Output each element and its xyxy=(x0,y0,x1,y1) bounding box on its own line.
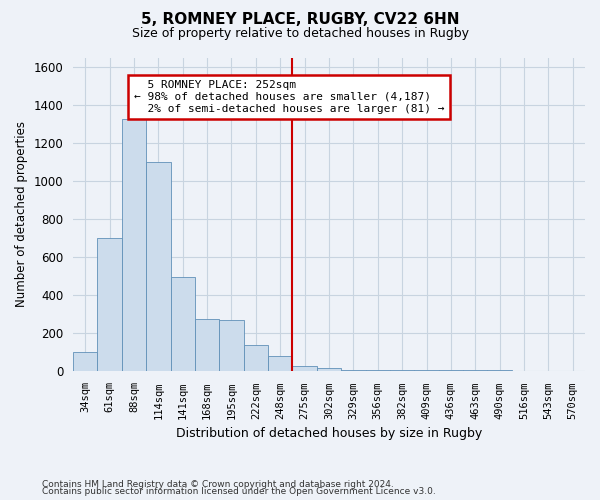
Bar xyxy=(439,370,463,372)
Text: 5, ROMNEY PLACE, RUGBY, CV22 6HN: 5, ROMNEY PLACE, RUGBY, CV22 6HN xyxy=(141,12,459,28)
Bar xyxy=(463,370,487,372)
Bar xyxy=(220,320,244,372)
Y-axis label: Number of detached properties: Number of detached properties xyxy=(15,122,28,308)
Bar xyxy=(97,238,122,372)
Text: 5 ROMNEY PLACE: 252sqm
← 98% of detached houses are smaller (4,187)
  2% of semi: 5 ROMNEY PLACE: 252sqm ← 98% of detached… xyxy=(134,80,445,114)
Bar xyxy=(268,356,292,372)
Bar xyxy=(292,366,317,372)
Bar xyxy=(122,120,146,372)
Bar xyxy=(415,370,439,372)
Text: Contains HM Land Registry data © Crown copyright and database right 2024.: Contains HM Land Registry data © Crown c… xyxy=(42,480,394,489)
X-axis label: Distribution of detached houses by size in Rugby: Distribution of detached houses by size … xyxy=(176,427,482,440)
Bar xyxy=(365,370,390,372)
Bar xyxy=(244,345,268,372)
Bar xyxy=(317,368,341,372)
Text: Contains public sector information licensed under the Open Government Licence v3: Contains public sector information licen… xyxy=(42,488,436,496)
Text: Size of property relative to detached houses in Rugby: Size of property relative to detached ho… xyxy=(131,28,469,40)
Bar xyxy=(487,370,512,372)
Bar xyxy=(341,370,365,372)
Bar xyxy=(390,370,415,372)
Bar xyxy=(73,352,97,372)
Bar xyxy=(170,278,195,372)
Bar xyxy=(146,162,170,372)
Bar xyxy=(195,319,220,372)
